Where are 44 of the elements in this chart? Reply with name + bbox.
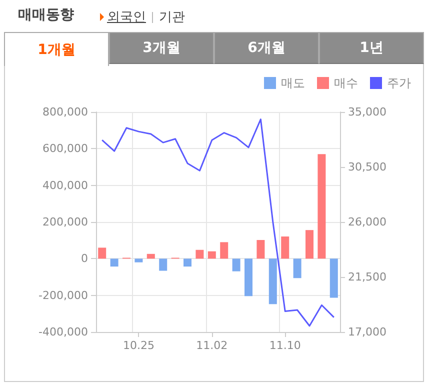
x-tick-label: 11.10 bbox=[269, 339, 301, 352]
y-tick-label: 0 bbox=[81, 252, 88, 266]
text: 3개월 bbox=[109, 32, 214, 64]
y-tick-label: 400,000 bbox=[42, 178, 88, 192]
bar bbox=[306, 230, 314, 259]
bar bbox=[110, 258, 118, 267]
y-tick-label: -400,000 bbox=[38, 326, 88, 338]
legend-label: 주가 bbox=[387, 76, 411, 90]
y2-tick-label: 21,500 bbox=[348, 270, 386, 284]
bar bbox=[196, 250, 204, 259]
bar bbox=[330, 258, 338, 298]
y-tick-label: 800,000 bbox=[42, 106, 88, 118]
line-series bbox=[101, 118, 335, 327]
bar bbox=[184, 258, 192, 267]
bar bbox=[256, 240, 265, 259]
x-tick-label: 11.02 bbox=[196, 339, 228, 352]
bar bbox=[134, 258, 143, 262]
y-tick-label: -200,000 bbox=[38, 288, 88, 302]
y-tick-label: 600,000 bbox=[42, 142, 88, 156]
x-tick-label: 10.25 bbox=[122, 339, 154, 352]
bar bbox=[98, 248, 106, 259]
bar bbox=[281, 236, 290, 259]
bar bbox=[232, 258, 240, 272]
y2-tick-label: 35,000 bbox=[348, 106, 386, 118]
y2-tick-label: 30,500 bbox=[348, 160, 386, 174]
text: 1년 bbox=[319, 32, 424, 64]
text: 기관 bbox=[159, 9, 185, 26]
bar bbox=[293, 258, 302, 278]
text: 1개월 bbox=[4, 32, 109, 66]
text: 6개월 bbox=[214, 32, 319, 64]
bar bbox=[244, 258, 252, 296]
chart-title: 매매동향 bbox=[18, 6, 74, 24]
bar bbox=[318, 154, 326, 259]
bar bbox=[268, 258, 277, 304]
bar bbox=[208, 251, 216, 259]
y-tick-label: 200,000 bbox=[42, 216, 88, 228]
legend-label: 매수 bbox=[334, 76, 358, 90]
y2-tick-label: 26,000 bbox=[348, 216, 386, 228]
bar bbox=[159, 258, 168, 271]
text: 외국인 bbox=[107, 9, 146, 26]
bar bbox=[146, 254, 155, 259]
y2-tick-label: 17,000 bbox=[348, 326, 386, 338]
legend-label: 매도 bbox=[281, 76, 305, 90]
bar bbox=[220, 242, 228, 259]
